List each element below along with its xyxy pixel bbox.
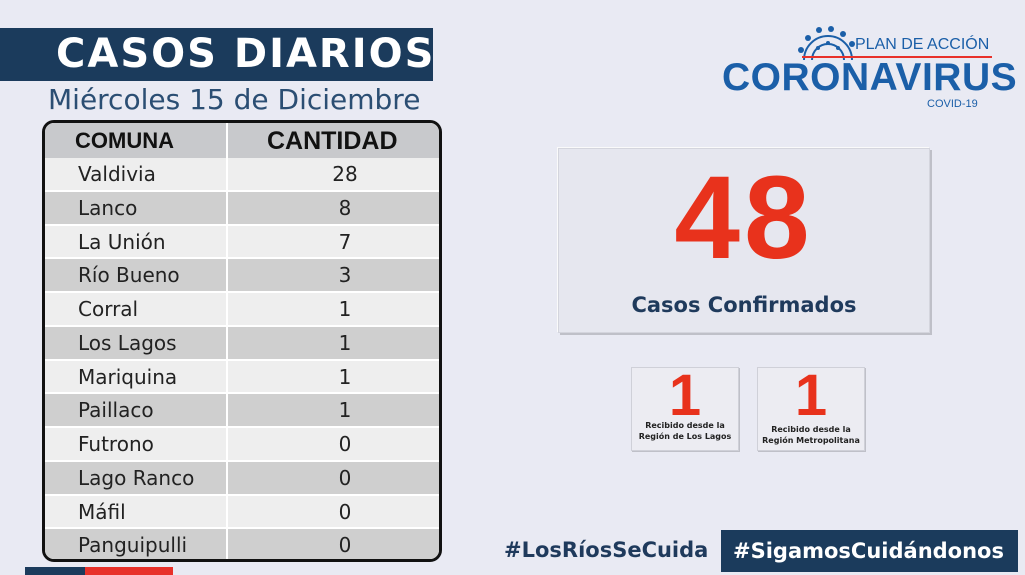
table-header: COMUNA CANTIDAD: [45, 123, 439, 158]
table-row: Mariquina 1: [45, 360, 439, 393]
table-row: Lago Ranco 0: [45, 461, 439, 494]
case-count: 3: [338, 263, 352, 288]
hashtag-banner: #SigamosCuidándonos: [721, 530, 1018, 572]
received-label: Recibido desde la Región Metropolitana: [762, 425, 860, 445]
cases-table: COMUNA CANTIDAD Valdivia 28 Lanco 8 La Unión…: [42, 120, 442, 562]
comuna-name: Lago Ranco: [78, 465, 195, 490]
hashtag-sigamos: #SigamosCuidándonos: [733, 539, 1004, 563]
table-row: Los Lagos 1: [45, 326, 439, 359]
received-card-los-lagos: 1 Recibido desde la Región de Los Lagos: [631, 363, 739, 451]
table-row: Futrono 0: [45, 428, 439, 460]
case-count: 0: [338, 465, 352, 490]
table-row: Panguipulli 0: [45, 529, 439, 559]
logo-divider: [802, 56, 992, 58]
logo-tagline: PLAN DE ACCIÓN: [855, 36, 990, 53]
comuna-name: Río Bueno: [78, 263, 180, 288]
case-count: 1: [338, 398, 352, 423]
case-count: 1: [338, 297, 352, 321]
table-row: Máfil 0: [45, 495, 439, 528]
comuna-name: Lanco: [78, 195, 138, 220]
date-subtitle: Miércoles 15 de Diciembre: [48, 83, 421, 116]
hashtag-los-rios: #LosRíosSeCuida: [504, 538, 709, 562]
page-title: CASOS DIARIOS: [56, 31, 436, 77]
case-count: 1: [338, 330, 352, 355]
received-card-metropolitana: 1 Recibido desde la Región Metropolitana: [757, 363, 865, 451]
comuna-name: Corral: [78, 297, 139, 321]
comuna-name: Panguipulli: [78, 533, 188, 558]
total-cases-number: 48: [674, 152, 814, 284]
comuna-name: La Unión: [78, 229, 166, 254]
case-count: 1: [338, 364, 352, 389]
column-header-cantidad: CANTIDAD: [267, 127, 398, 155]
flag-bar-red: [85, 567, 173, 575]
case-count: 7: [338, 229, 352, 254]
virus-icon: [798, 26, 855, 60]
table-row: Lanco 8: [45, 191, 439, 224]
total-cases-card: 48 Casos Confirmados: [558, 148, 930, 333]
case-count: 0: [338, 499, 352, 524]
column-header-comuna: COMUNA: [75, 128, 174, 153]
comuna-name: Valdivia: [78, 162, 156, 186]
coronavirus-logo: PLAN DE ACCIÓN CORONAVIRUS COVID-19: [722, 26, 1017, 116]
comuna-name: Futrono: [78, 432, 154, 456]
case-count: 0: [338, 432, 352, 456]
logo-subbrand: COVID-19: [927, 98, 978, 110]
case-count: 8: [338, 195, 352, 220]
received-label: Recibido desde la Región de Los Lagos: [638, 421, 732, 441]
comuna-name: Máfil: [78, 499, 126, 524]
table-row: La Unión 7: [45, 225, 439, 258]
case-count: 0: [338, 533, 352, 558]
table-row: Río Bueno 3: [45, 259, 439, 291]
case-count: 28: [332, 162, 358, 186]
table-row: Corral 1: [45, 293, 439, 325]
table-row: Valdivia 28: [45, 158, 439, 190]
comuna-name: Los Lagos: [78, 330, 177, 355]
received-count: 1: [794, 363, 828, 428]
column-divider: [226, 123, 228, 559]
logo-brand: CORONAVIRUS: [722, 56, 1018, 99]
comuna-name: Paillaco: [78, 398, 154, 423]
comuna-name: Mariquina: [78, 364, 178, 389]
title-banner: CASOS DIARIOS: [0, 28, 433, 81]
table-row: Paillaco 1: [45, 394, 439, 426]
flag-bar-blue: [25, 567, 85, 575]
received-count: 1: [668, 363, 702, 428]
total-cases-label: Casos Confirmados: [631, 293, 857, 317]
